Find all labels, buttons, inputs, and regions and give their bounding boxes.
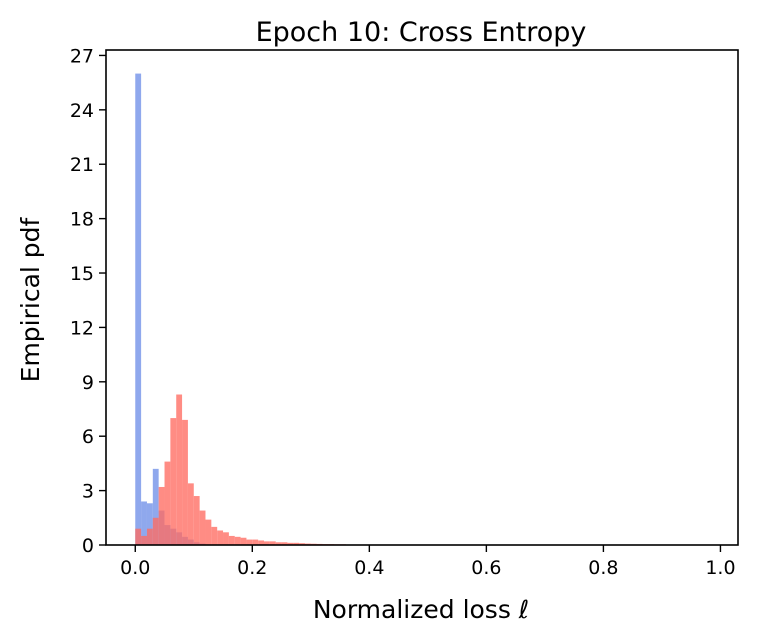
- y-tick-label: 9: [82, 372, 94, 394]
- x-tick-label: 1.0: [705, 557, 735, 579]
- axes-frame: [105, 49, 739, 546]
- x-axis: 0.0 0.2 0.4 0.6 0.8 1.0: [120, 545, 736, 579]
- histogram-bar-series-2-bin-9: [182, 419, 188, 545]
- x-tick-label: 0.6: [471, 557, 501, 579]
- histogram-bar-series-2-bin-18: [234, 536, 241, 545]
- histogram-bar-series-2-bin-20: [246, 539, 253, 545]
- histogram-bar-series-2-bin-1: [135, 528, 142, 545]
- y-tick-label: 6: [82, 426, 94, 448]
- histogram-bar-series-2-bin-27: [287, 542, 294, 545]
- histogram-bar-series-2-bin-4: [152, 517, 159, 545]
- histogram-bar-series-2-bin-10: [187, 483, 194, 545]
- x-tick-label: 0.0: [120, 557, 150, 579]
- x-tick-label: 0.4: [354, 557, 384, 579]
- x-tick-label: 0.2: [237, 557, 267, 579]
- y-axis-label: Empirical pdf: [16, 216, 45, 382]
- histogram-bar-series-1-bin-1: [135, 73, 142, 545]
- histogram-bar-series-2-bin-19: [240, 537, 247, 545]
- chart-title: Epoch 10: Cross Entropy: [256, 17, 587, 48]
- histogram-bar-series-2-bin-3: [146, 528, 153, 545]
- histogram-bar-series-1-bin-2: [141, 501, 147, 545]
- histogram-bar-series-2-bin-12: [199, 510, 206, 545]
- y-tick-label: 3: [82, 481, 94, 503]
- histogram-bar-series-2-bin-6: [164, 461, 171, 545]
- histogram-bar-series-2-bin-8: [176, 394, 183, 545]
- y-tick-label: 15: [70, 263, 94, 285]
- histogram-bar-series-2-bin-24: [269, 541, 276, 545]
- histogram-bar-series-2-bin-17: [228, 535, 235, 545]
- y-axis: 0 3 6 9 12 15 18 21 24 27: [70, 45, 106, 557]
- x-tick-label: 0.8: [588, 557, 618, 579]
- histogram-bar-series-2-bin-14: [211, 526, 218, 545]
- y-tick-label: 21: [70, 154, 94, 176]
- y-tick-label: 12: [70, 317, 94, 339]
- histogram-bar-series-2-bin-23: [264, 541, 270, 545]
- histogram-bar-series-2-bin-7: [170, 418, 177, 545]
- histogram-bar-series-2-bin-2: [141, 535, 147, 545]
- histogram-bar-series-2-bin-13: [205, 519, 212, 545]
- histogram-bar-series-2-bin-16: [223, 532, 229, 545]
- y-tick-label: 0: [82, 535, 94, 557]
- plot-area: [135, 73, 346, 545]
- x-axis-label: Normalized loss ℓ: [313, 595, 529, 624]
- histogram-bar-series-2-bin-22: [258, 540, 264, 545]
- histogram-bar-series-2-bin-25: [275, 542, 282, 545]
- histogram-bar-series-2-bin-26: [281, 542, 288, 545]
- histogram-bar-series-2-bin-28: [293, 542, 300, 545]
- histogram-bar-series-2-bin-15: [217, 530, 224, 545]
- histogram-bar-series-1-bin-4: [152, 468, 159, 545]
- y-tick-label: 24: [70, 100, 94, 122]
- y-tick-label: 18: [70, 209, 94, 231]
- y-tick-label: 27: [70, 45, 94, 67]
- histogram-bar-series-2-bin-29: [299, 543, 305, 545]
- histogram-bar-series-1-bin-3: [146, 503, 153, 545]
- histogram-bar-series-2-bin-11: [193, 496, 200, 545]
- histogram-bar-series-2-bin-5: [158, 486, 165, 545]
- histogram-bar-series-2-bin-21: [252, 539, 259, 545]
